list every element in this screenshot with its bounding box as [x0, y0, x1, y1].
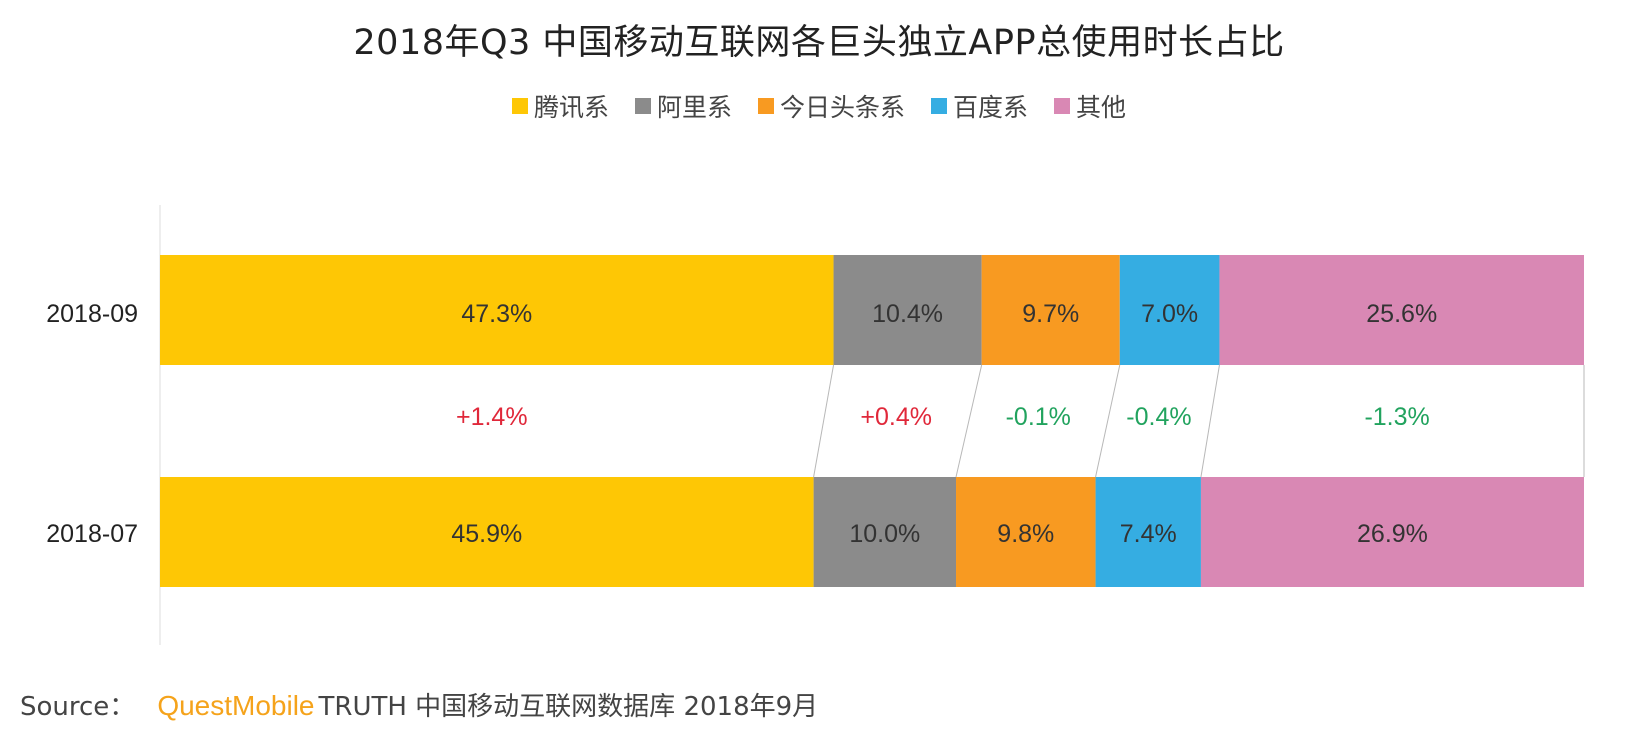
source-brand-logo: QuestMobile — [157, 690, 314, 722]
connector-line — [956, 365, 982, 477]
source-label: Source： — [20, 686, 135, 723]
data-label: 7.4% — [1120, 520, 1177, 548]
category-label: 2018-09 — [46, 300, 138, 328]
change-label: -0.4% — [1126, 403, 1191, 431]
category-label: 2018-07 — [46, 520, 138, 548]
data-label: 26.9% — [1357, 520, 1428, 548]
data-label: 45.9% — [451, 520, 522, 548]
connector-line — [814, 365, 834, 477]
change-label: -1.3% — [1364, 403, 1429, 431]
data-label: 25.6% — [1366, 300, 1437, 328]
change-label: +0.4% — [860, 403, 932, 431]
data-label: 10.4% — [872, 300, 943, 328]
source-line: Source： QuestMobile TRUTH 中国移动互联网数据库 201… — [20, 686, 818, 723]
connector-line — [1096, 365, 1120, 477]
connector-line — [1201, 365, 1220, 477]
change-label: -0.1% — [1006, 403, 1071, 431]
data-label: 9.8% — [997, 520, 1054, 548]
source-text: TRUTH 中国移动互联网数据库 2018年9月 — [319, 686, 819, 723]
change-label: +1.4% — [456, 403, 528, 431]
data-label: 9.7% — [1022, 300, 1079, 328]
data-label: 7.0% — [1141, 300, 1198, 328]
data-label: 47.3% — [461, 300, 532, 328]
data-label: 10.0% — [849, 520, 920, 548]
stacked-bar-chart: 47.3% 10.4% 9.7% 7.0% 25.6% 2018-09 45.9% 10.0%… — [0, 0, 1638, 680]
